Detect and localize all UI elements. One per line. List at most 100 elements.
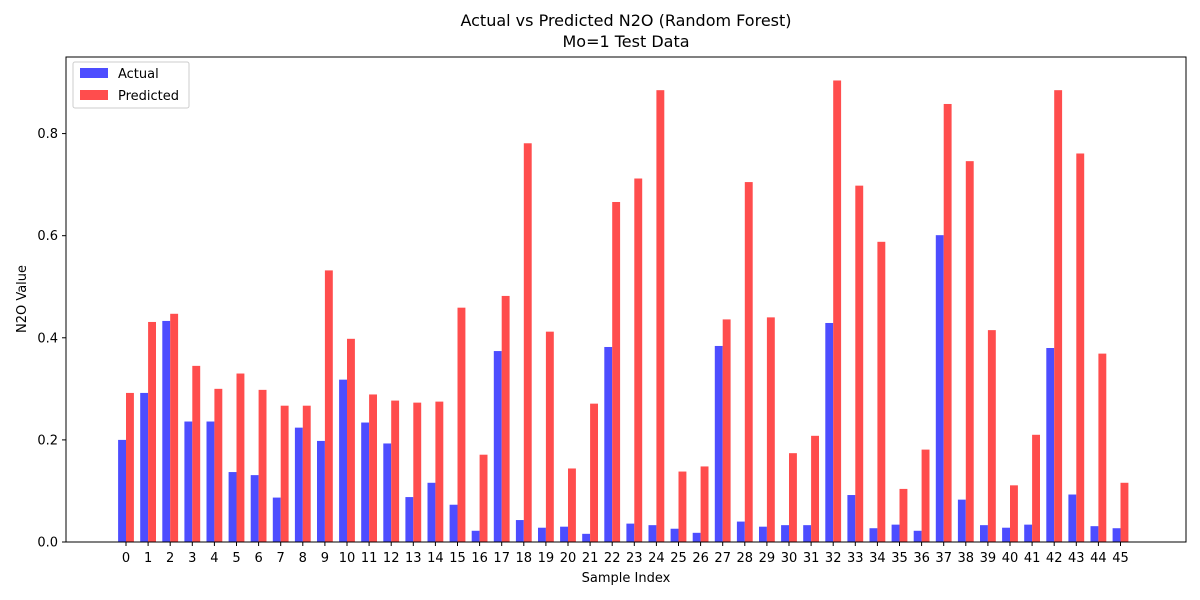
bar-actual-9 [317, 440, 325, 542]
bar-predicted-43 [1076, 153, 1085, 543]
bar-predicted-16 [479, 454, 488, 542]
x-tick-label: 37 [935, 551, 952, 566]
bar-actual-27 [714, 345, 723, 542]
legend: Actual Predicted [72, 61, 190, 109]
bar-actual-29 [759, 526, 767, 542]
bar-actual-11 [361, 422, 370, 542]
bar-predicted-11 [369, 394, 377, 542]
bar-predicted-37 [943, 103, 952, 542]
legend-label-predicted: Predicted [118, 89, 179, 104]
x-tick-label: 33 [847, 551, 864, 566]
bar-predicted-40 [1010, 485, 1018, 542]
x-tick-label: 24 [648, 551, 665, 566]
bar-actual-13 [405, 497, 414, 542]
bar-actual-35 [891, 524, 900, 542]
bar-actual-25 [670, 528, 679, 542]
bar-actual-14 [427, 482, 436, 542]
bar-predicted-9 [324, 270, 333, 542]
x-tick-label: 3 [188, 551, 196, 566]
bar-predicted-15 [457, 307, 466, 542]
bar-actual-21 [582, 533, 591, 542]
y-axis-ticks: 0.0 0.2 0.4 0.6 0.8 [37, 127, 66, 551]
x-tick-label: 31 [803, 551, 820, 566]
x-tick-label: 1 [144, 551, 152, 566]
x-tick-label: 28 [737, 551, 754, 566]
x-tick-label: 41 [1024, 551, 1041, 566]
bar-predicted-21 [590, 403, 598, 542]
bar-actual-16 [471, 530, 480, 542]
x-tick-label: 17 [493, 551, 510, 566]
x-tick-label: 5 [232, 551, 240, 566]
x-tick-label: 16 [471, 551, 488, 566]
bar-actual-36 [913, 530, 922, 542]
x-axis-ticks: 0 1 2 3 4 5 6 7 8 9 10 11 12 13 14 15 16 17 18 19 20 21 22 23 24… [122, 542, 1129, 566]
y-tick-label: 0.4 [37, 331, 58, 346]
x-tick-label: 14 [427, 551, 444, 566]
x-tick-label: 30 [781, 551, 798, 566]
bar-actual-33 [847, 495, 856, 542]
x-tick-label: 42 [1046, 551, 1063, 566]
y-axis-label: N2O Value [15, 265, 30, 333]
bar-predicted-6 [258, 389, 267, 542]
bar-predicted-1 [148, 321, 156, 542]
bar-actual-3 [184, 421, 193, 542]
bar-actual-19 [538, 527, 546, 542]
bar-actual-10 [339, 379, 347, 542]
bar-actual-23 [626, 523, 635, 542]
bar-actual-22 [604, 346, 613, 542]
bar-actual-2 [162, 320, 171, 542]
bar-predicted-45 [1120, 482, 1129, 542]
bar-actual-30 [781, 525, 789, 542]
bar-predicted-31 [811, 435, 819, 542]
x-tick-label: 9 [321, 551, 329, 566]
bar-actual-44 [1090, 526, 1099, 542]
bar-predicted-2 [170, 313, 179, 542]
bar-actual-7 [272, 497, 281, 542]
chart-title: Actual vs Predicted N2O (Random Forest) [460, 11, 791, 30]
bar-predicted-41 [1032, 434, 1040, 542]
x-tick-label: 39 [980, 551, 997, 566]
bar-actual-5 [228, 472, 237, 542]
bar-predicted-24 [656, 90, 665, 543]
bar-predicted-44 [1098, 353, 1107, 542]
bar-predicted-33 [855, 185, 864, 542]
x-tick-label: 44 [1090, 551, 1107, 566]
x-tick-label: 18 [516, 551, 533, 566]
bar-predicted-42 [1054, 90, 1063, 543]
bar-actual-39 [980, 525, 988, 542]
bar-actual-38 [957, 499, 966, 542]
y-tick-label: 0.6 [37, 229, 58, 244]
x-tick-label: 6 [254, 551, 262, 566]
bar-actual-12 [383, 443, 392, 542]
x-tick-label: 8 [299, 551, 307, 566]
bar-actual-1 [140, 392, 149, 542]
bar-predicted-35 [899, 488, 908, 542]
x-tick-label: 21 [582, 551, 599, 566]
bar-predicted-38 [965, 161, 974, 542]
bar-predicted-22 [612, 201, 621, 543]
bar-actual-20 [560, 526, 568, 542]
bar-actual-32 [825, 322, 834, 542]
x-tick-label: 20 [560, 551, 577, 566]
bars-group [118, 80, 1129, 543]
bar-actual-15 [449, 504, 458, 542]
bar-actual-17 [493, 351, 502, 542]
chart-subtitle: Mo=1 Test Data [562, 32, 689, 51]
x-tick-label: 19 [538, 551, 555, 566]
bar-actual-4 [206, 421, 215, 542]
x-tick-label: 40 [1002, 551, 1019, 566]
bar-predicted-8 [302, 405, 311, 542]
bar-actual-37 [935, 235, 944, 543]
x-tick-label: 2 [166, 551, 174, 566]
x-tick-label: 15 [449, 551, 466, 566]
bar-predicted-36 [921, 449, 930, 542]
bar-actual-43 [1068, 494, 1077, 542]
legend-label-actual: Actual [118, 67, 159, 82]
x-tick-label: 11 [361, 551, 378, 566]
x-tick-label: 25 [670, 551, 687, 566]
x-tick-label: 32 [825, 551, 842, 566]
x-tick-label: 43 [1068, 551, 1085, 566]
x-tick-label: 12 [383, 551, 400, 566]
bar-predicted-12 [391, 400, 400, 542]
